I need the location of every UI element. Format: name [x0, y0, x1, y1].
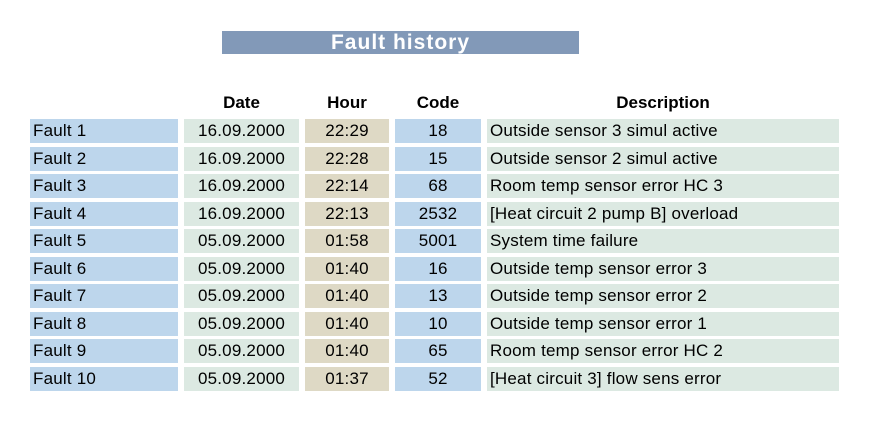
hour-cell: 01:40	[305, 311, 389, 336]
code-cell: 18	[395, 119, 481, 143]
page-title-banner: Fault history	[222, 31, 579, 54]
fault-label-cell: Fault 6	[30, 256, 178, 281]
description-cell: Outside temp sensor error 2	[487, 284, 839, 308]
code-cell: 13	[395, 284, 481, 308]
code-cell: 68	[395, 174, 481, 198]
fault-table: Fault 1 16.09.2000 22:29 18 Outside sens…	[30, 119, 839, 391]
table-row: Fault 1 16.09.2000 22:29 18 Outside sens…	[30, 119, 839, 143]
description-cell: Outside temp sensor error 3	[487, 256, 839, 281]
fault-label-cell: Fault 3	[30, 174, 178, 198]
table-row: Fault 10 05.09.2000 01:37 52 [Heat circu…	[30, 366, 839, 391]
column-header-date: Date	[223, 93, 260, 112]
description-cell: Outside sensor 3 simul active	[487, 119, 839, 143]
fault-label-cell: Fault 5	[30, 229, 178, 253]
fault-label-cell: Fault 9	[30, 339, 178, 363]
fault-label-cell: Fault 8	[30, 311, 178, 336]
hour-cell: 22:13	[305, 201, 389, 226]
page-title: Fault history	[330, 31, 470, 54]
code-cell: 65	[395, 339, 481, 363]
fault-label-cell: Fault 1	[30, 119, 178, 143]
date-cell: 16.09.2000	[184, 201, 299, 226]
date-cell: 05.09.2000	[184, 284, 299, 308]
hour-cell: 01:58	[305, 229, 389, 253]
table-row: Fault 2 16.09.2000 22:28 15 Outside sens…	[30, 146, 839, 171]
hour-cell: 01:40	[305, 339, 389, 363]
code-cell: 10	[395, 311, 481, 336]
table-header-row: Date Hour Code Description	[30, 93, 839, 113]
table-row: Fault 7 05.09.2000 01:40 13 Outside temp…	[30, 284, 839, 308]
column-header-fault	[30, 93, 178, 113]
fault-label-cell: Fault 7	[30, 284, 178, 308]
hour-cell: 22:29	[305, 119, 389, 143]
table-row: Fault 6 05.09.2000 01:40 16 Outside temp…	[30, 256, 839, 281]
table-row: Fault 9 05.09.2000 01:40 65 Room temp se…	[30, 339, 839, 363]
date-cell: 05.09.2000	[184, 256, 299, 281]
hour-cell: 01:40	[305, 256, 389, 281]
hour-cell: 22:14	[305, 174, 389, 198]
date-cell: 05.09.2000	[184, 229, 299, 253]
description-cell: Room temp sensor error HC 2	[487, 339, 839, 363]
table-row: Fault 4 16.09.2000 22:13 2532 [Heat circ…	[30, 201, 839, 226]
date-cell: 05.09.2000	[184, 366, 299, 391]
description-cell: Outside temp sensor error 1	[487, 311, 839, 336]
description-cell: Room temp sensor error HC 3	[487, 174, 839, 198]
column-header-description: Description	[616, 93, 710, 112]
column-header-hour: Hour	[327, 93, 367, 112]
description-cell: [Heat circuit 2 pump B] overload	[487, 201, 839, 226]
description-cell: System time failure	[487, 229, 839, 253]
table-row: Fault 8 05.09.2000 01:40 10 Outside temp…	[30, 311, 839, 336]
fault-label-cell: Fault 10	[30, 366, 178, 391]
table-row: Fault 3 16.09.2000 22:14 68 Room temp se…	[30, 174, 839, 198]
code-cell: 5001	[395, 229, 481, 253]
code-cell: 52	[395, 366, 481, 391]
hour-cell: 01:40	[305, 284, 389, 308]
date-cell: 05.09.2000	[184, 311, 299, 336]
hour-cell: 01:37	[305, 366, 389, 391]
code-cell: 16	[395, 256, 481, 281]
code-cell: 15	[395, 146, 481, 171]
table-row: Fault 5 05.09.2000 01:58 5001 System tim…	[30, 229, 839, 253]
date-cell: 16.09.2000	[184, 174, 299, 198]
date-cell: 05.09.2000	[184, 339, 299, 363]
fault-label-cell: Fault 2	[30, 146, 178, 171]
column-header-code: Code	[416, 93, 460, 112]
description-cell: [Heat circuit 3] flow sens error	[487, 366, 839, 391]
hour-cell: 22:28	[305, 146, 389, 171]
fault-label-cell: Fault 4	[30, 201, 178, 226]
date-cell: 16.09.2000	[184, 146, 299, 171]
description-cell: Outside sensor 2 simul active	[487, 146, 839, 171]
date-cell: 16.09.2000	[184, 119, 299, 143]
code-cell: 2532	[395, 201, 481, 226]
